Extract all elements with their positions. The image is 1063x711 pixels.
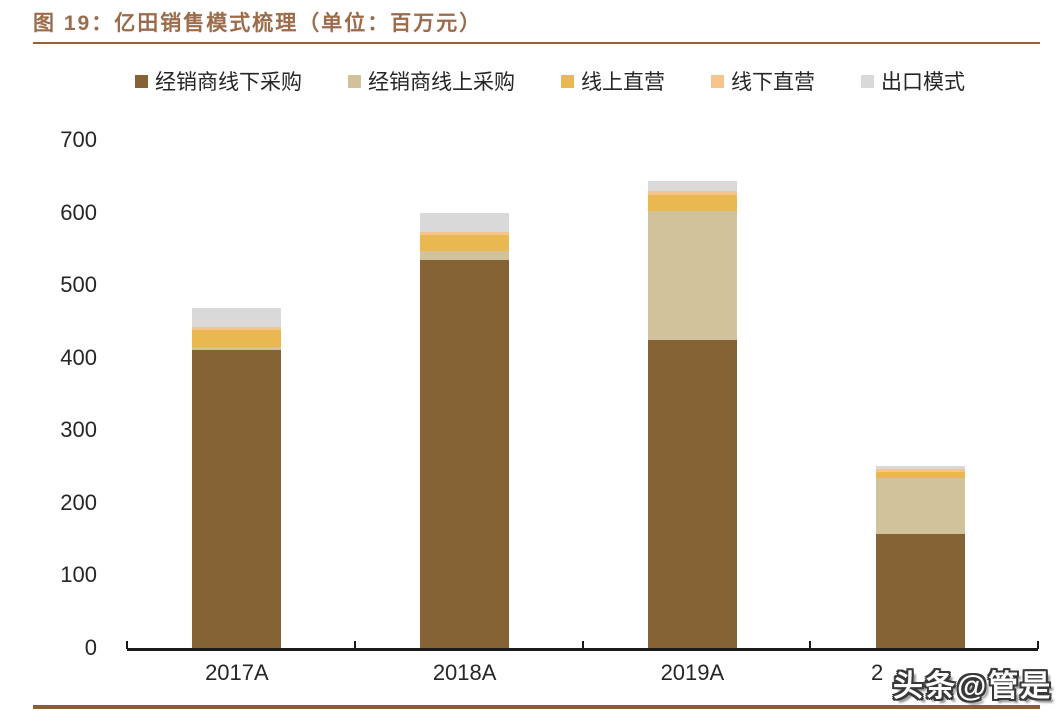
bar-segment	[192, 307, 282, 327]
y-axis-tick-label: 600	[60, 199, 97, 225]
bar-segment	[647, 195, 737, 212]
bar-segment	[647, 180, 737, 191]
bar-segment	[420, 231, 510, 236]
legend-item: 经销商线下采购	[135, 66, 302, 96]
x-axis-label: 2018A	[432, 660, 497, 685]
y-axis-tick-label: 300	[60, 417, 97, 443]
legend-item: 经销商线上采购	[348, 66, 515, 96]
legend-swatch	[561, 74, 574, 88]
bar-segment	[192, 349, 282, 651]
bar-segment	[192, 330, 282, 347]
y-axis-tick-label: 0	[84, 635, 97, 660]
legend-swatch	[711, 74, 724, 88]
bar-segment	[647, 190, 737, 196]
y-axis-tick-label: 200	[60, 489, 97, 515]
x-axis-tick	[353, 641, 356, 649]
bar-segment	[875, 465, 965, 469]
bar-segment	[420, 235, 510, 252]
bar-segment	[420, 251, 510, 260]
figure-title: 图 19：亿田销售模式梳理（单位：百万元）	[33, 12, 483, 35]
x-axis-tick	[581, 641, 584, 649]
bar-segment	[420, 259, 510, 651]
title-divider	[33, 42, 1040, 44]
legend-item: 出口模式	[861, 66, 965, 96]
bar-segment	[192, 326, 282, 331]
footer-divider	[33, 705, 1040, 709]
legend-label: 经销商线下采购	[155, 71, 302, 94]
y-axis-tick-label: 500	[60, 272, 97, 298]
x-axis-label: 2017A	[205, 660, 269, 685]
x-axis-label: 2019A	[660, 660, 725, 685]
legend-label: 线上直营	[581, 71, 665, 94]
bar-segment	[875, 471, 965, 479]
watermark: 头条@管是	[893, 670, 1053, 703]
y-axis-tick-label: 400	[60, 344, 97, 370]
chart-legend: 经销商线下采购 经销商线上采购 线上直营 线下直营 出口模式	[60, 66, 1040, 96]
x-axis-label: 2	[871, 660, 884, 685]
bar-segment	[647, 340, 737, 651]
bar-segment	[875, 478, 965, 535]
bar-segment	[875, 534, 965, 651]
x-axis-tick	[1037, 641, 1039, 649]
bar-segment	[875, 468, 965, 472]
legend-item: 线下直营	[711, 66, 815, 96]
legend-swatch	[861, 74, 874, 88]
x-axis-tick	[809, 641, 812, 649]
bar-segment	[192, 346, 282, 350]
legend-swatch	[135, 74, 148, 88]
bar-segment	[420, 212, 510, 232]
x-axis-line	[127, 648, 1038, 651]
legend-label: 经销商线上采购	[368, 71, 515, 94]
legend-label: 线下直营	[731, 71, 815, 94]
legend-label: 出口模式	[881, 71, 965, 94]
bar-segment	[647, 211, 737, 341]
x-axis-tick	[126, 641, 128, 649]
y-axis-tick-label: 100	[60, 562, 97, 588]
y-axis-tick-label: 700	[60, 127, 97, 152]
legend-item: 线上直营	[561, 66, 665, 96]
legend-swatch	[348, 74, 361, 88]
